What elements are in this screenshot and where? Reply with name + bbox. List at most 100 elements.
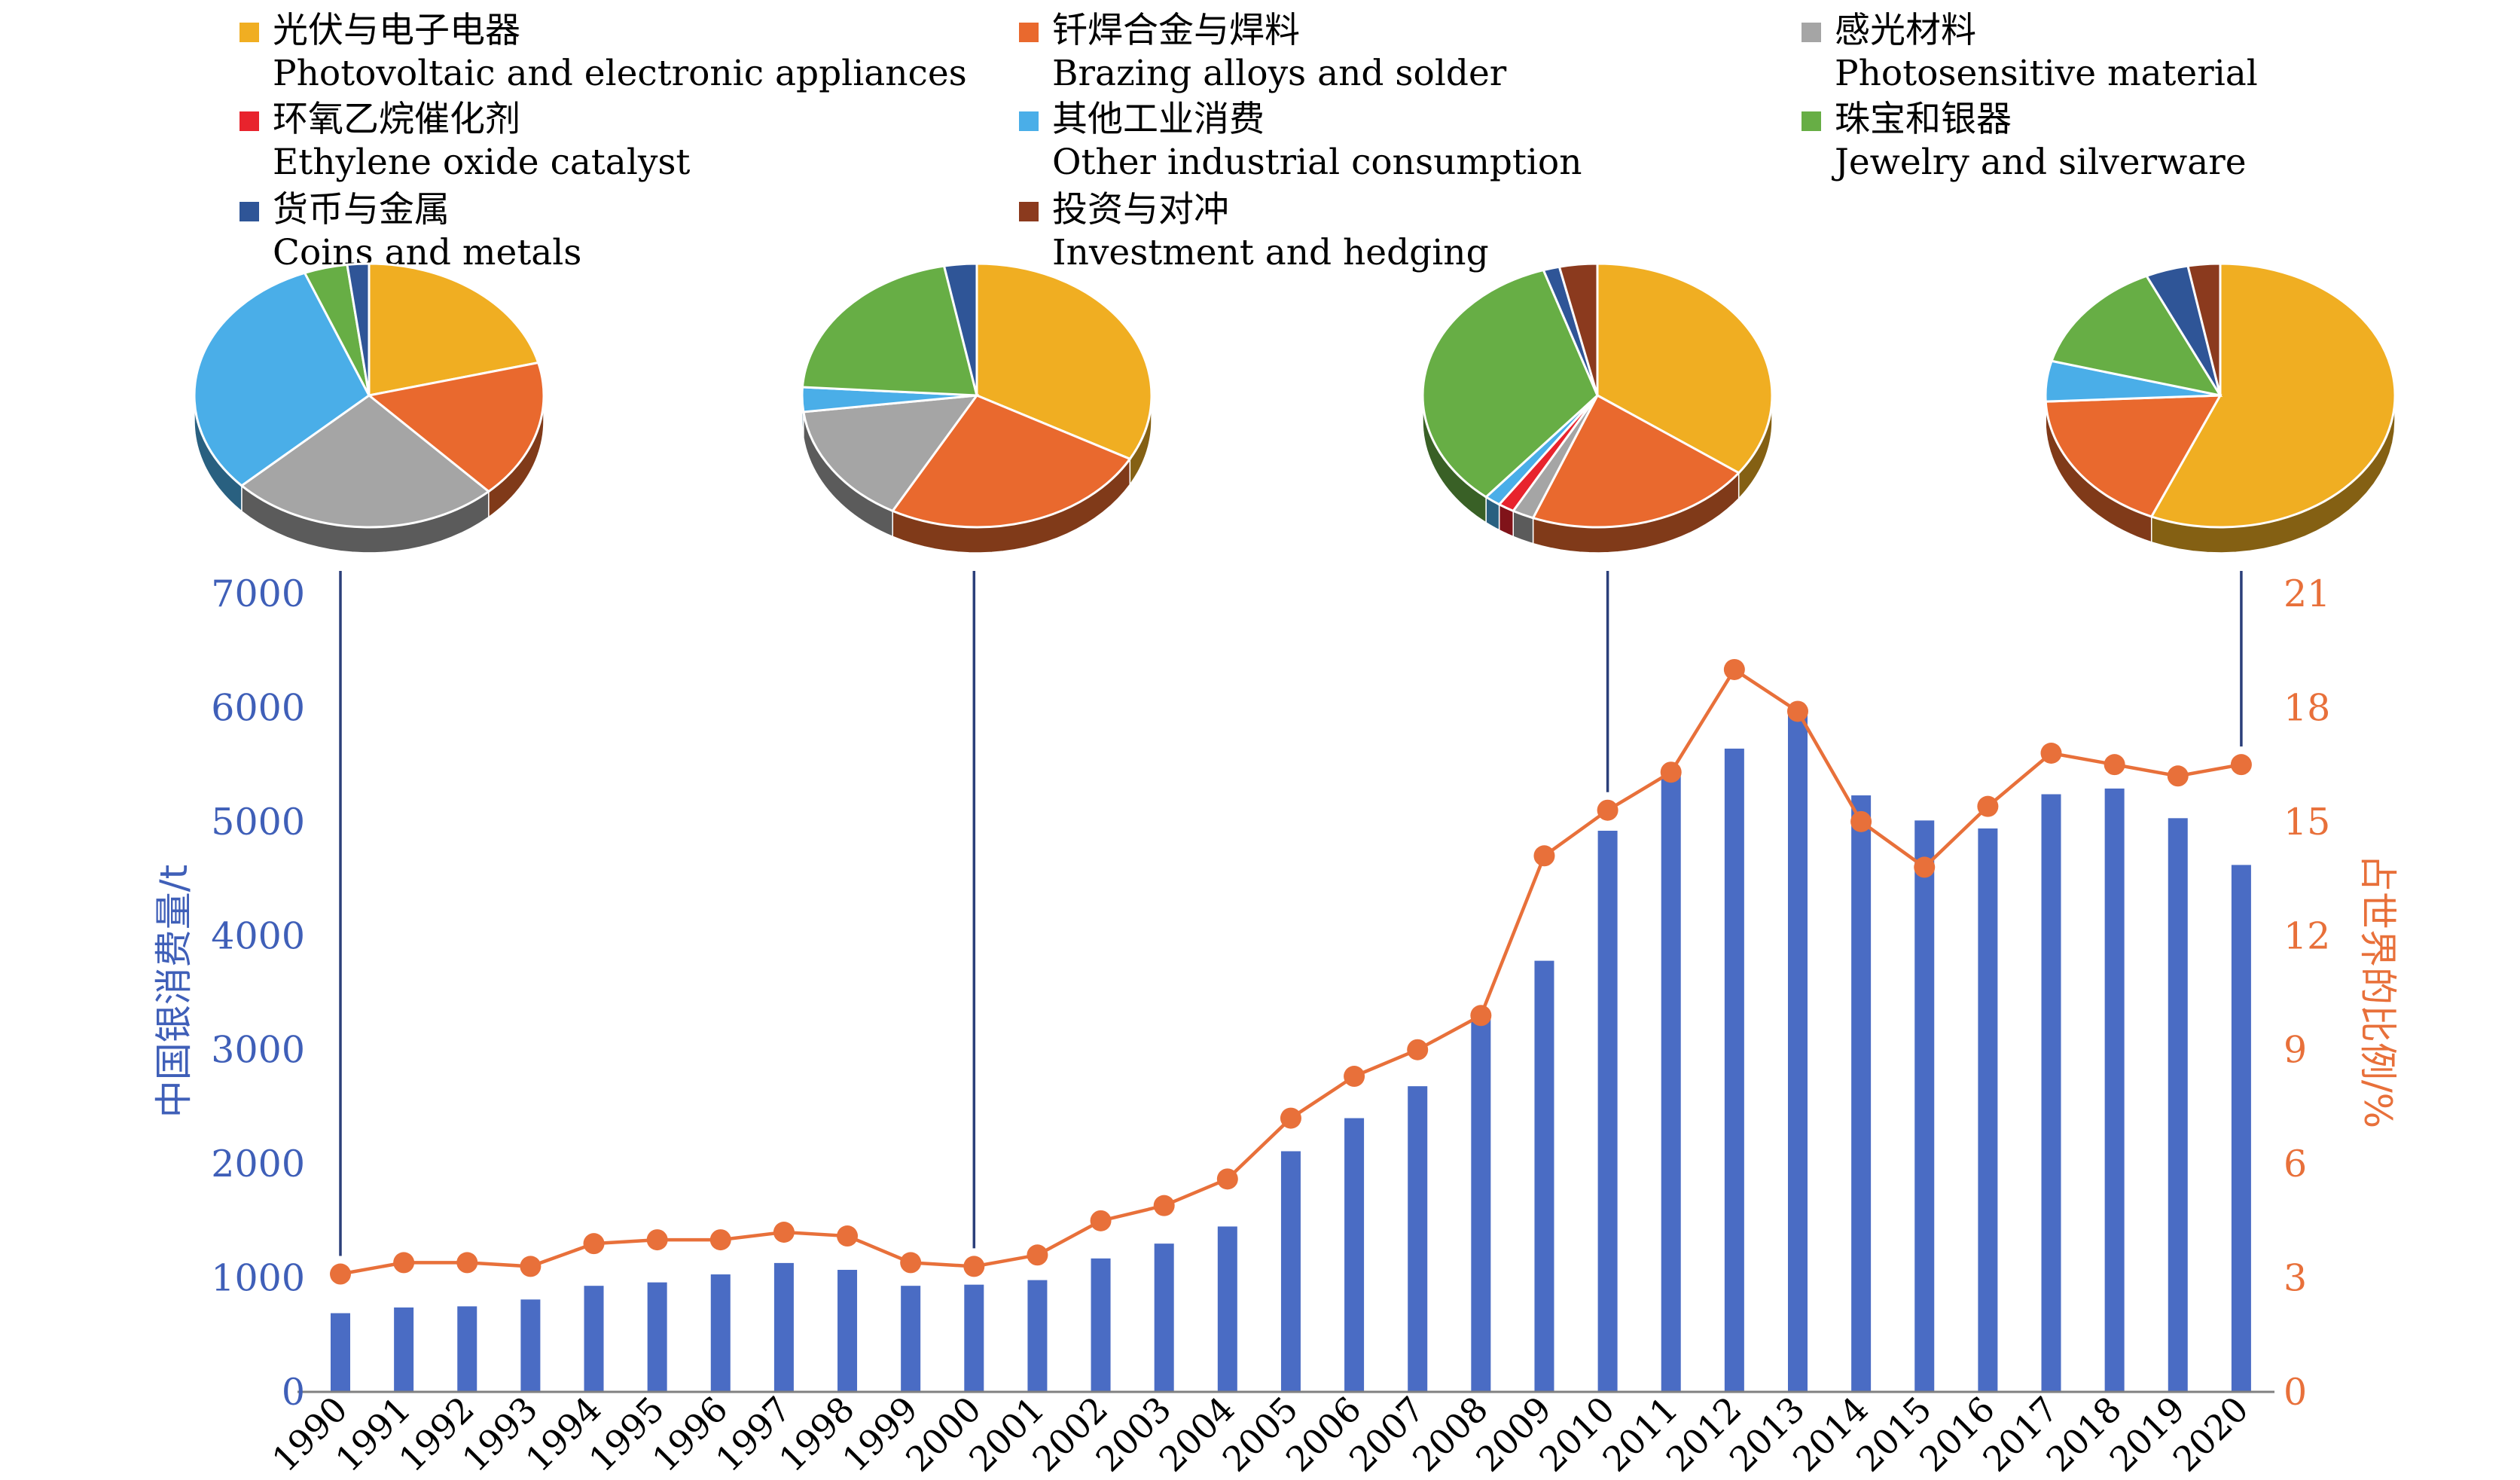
point-1990	[330, 1263, 351, 1285]
legend-label-zh: 其他工业消费	[1052, 99, 1265, 140]
point-1995	[646, 1229, 668, 1251]
left-tick-label: 0	[282, 1371, 305, 1414]
bar-2012	[1724, 748, 1744, 1392]
bar-2014	[1851, 795, 1872, 1392]
pie-slice-investment	[2186, 262, 2222, 396]
pie-slice-jewelry	[1421, 268, 1599, 499]
bar-1998	[837, 1269, 858, 1392]
point-1999	[900, 1252, 922, 1274]
point-1992	[456, 1252, 478, 1274]
bar-2000	[964, 1284, 984, 1392]
pie-slice-brazing	[366, 361, 545, 493]
right-tick-label: 12	[2284, 914, 2330, 957]
left-tick-label: 3000	[211, 1029, 305, 1072]
right-axis-tick-labels: 0 3 6 9 12 15 18 21	[2284, 572, 2330, 1414]
left-tick-label: 6000	[211, 686, 305, 729]
point-2003	[1153, 1195, 1175, 1216]
legend-swatch	[1802, 111, 1821, 131]
bar-2011	[1661, 770, 1681, 1392]
bar-1994	[584, 1286, 604, 1392]
pie-slice-brazing	[890, 394, 1132, 529]
legend-label-en: Brazing alloys and solder	[1052, 53, 1507, 94]
legend-swatch	[239, 202, 259, 221]
pie-2000	[801, 262, 1153, 554]
bar-2001	[1027, 1280, 1048, 1392]
point-1996	[709, 1229, 731, 1251]
pie-slice-coins	[942, 262, 978, 396]
legend-label-en: Investment and hedging	[1052, 232, 1489, 273]
bar-1992	[457, 1306, 477, 1392]
bar-2019	[2168, 818, 2188, 1392]
legend-label-en: Ethylene oxide catalyst	[273, 142, 691, 183]
point-2002	[1090, 1210, 1112, 1231]
point-2005	[1280, 1107, 1301, 1129]
bar-2004	[1217, 1226, 1237, 1392]
right-tick-label: 6	[2284, 1143, 2307, 1186]
bar-2013	[1787, 709, 1808, 1392]
right-tick-label: 18	[2284, 686, 2330, 729]
point-2001	[1027, 1244, 1048, 1266]
pie-slice-photovoltaic	[1596, 262, 1774, 475]
point-2014	[1850, 810, 1872, 832]
legend-label-en: Other industrial consumption	[1052, 142, 1582, 183]
point-2010	[1597, 799, 1618, 821]
pie-slice-photovoltaic	[975, 262, 1153, 461]
pie-slice-brazing	[1531, 393, 1741, 529]
pie-slice-jewelry	[801, 264, 978, 397]
legend-label-zh: 光伏与电子电器	[273, 10, 520, 51]
bar-2008	[1471, 1016, 1491, 1392]
legend-swatch	[1019, 23, 1039, 42]
pie-slice-photosensitive	[239, 394, 491, 529]
bar-2015	[1914, 820, 1935, 1392]
point-2004	[1216, 1168, 1238, 1190]
legend-label-en: Jewelry and silverware	[1832, 142, 2247, 183]
pie-slice-other_industrial	[193, 271, 371, 487]
bar-2002	[1091, 1258, 1111, 1392]
legend-label-zh: 环氧乙烷催化剂	[273, 99, 520, 140]
point-1991	[393, 1252, 415, 1274]
pie-leader-lines	[339, 571, 2243, 1256]
legend-swatch	[239, 111, 259, 131]
legend-label-zh: 货币与金属	[273, 189, 450, 230]
point-2000	[963, 1256, 985, 1277]
pie-slice-photovoltaic	[2149, 262, 2396, 529]
legend-swatch	[1802, 23, 1821, 42]
point-2019	[2167, 765, 2189, 787]
left-axis-tick-labels: 0 1000 2000 3000 4000 5000 6000 7000	[211, 572, 305, 1414]
pie-slice-jewelry	[2050, 274, 2223, 398]
pie-2010	[1421, 262, 1774, 554]
bar-1993	[520, 1299, 541, 1392]
left-tick-label: 4000	[211, 914, 305, 957]
point-2018	[2104, 754, 2125, 776]
legend-swatch	[1019, 202, 1039, 221]
bar-2007	[1408, 1086, 1428, 1392]
bar-series	[331, 709, 2251, 1392]
left-tick-label: 1000	[211, 1257, 305, 1300]
bar-2010	[1597, 830, 1618, 1392]
left-tick-label: 2000	[211, 1143, 305, 1186]
point-2006	[1344, 1066, 1365, 1088]
point-2015	[1914, 856, 1936, 878]
point-1993	[520, 1256, 542, 1277]
bar-2005	[1280, 1151, 1301, 1392]
legend-label-zh: 珠宝和银器	[1835, 99, 2012, 140]
point-1994	[583, 1233, 605, 1255]
legend-label-en: Coins and metals	[273, 232, 581, 273]
right-tick-label: 0	[2284, 1371, 2307, 1414]
axes: 0 1000 2000 3000 4000 5000 6000 7000 0 3 6 9 12 15 18…	[152, 572, 2399, 1480]
legend-swatch	[1019, 111, 1039, 131]
bar-2003	[1154, 1244, 1174, 1392]
line-series	[330, 658, 2252, 1285]
pie-slice-photovoltaic	[368, 262, 540, 397]
left-axis-label: 中国银消费量/t	[152, 865, 196, 1118]
point-2020	[2230, 754, 2252, 776]
pie-charts	[193, 262, 2396, 554]
point-2013	[1786, 700, 1808, 722]
